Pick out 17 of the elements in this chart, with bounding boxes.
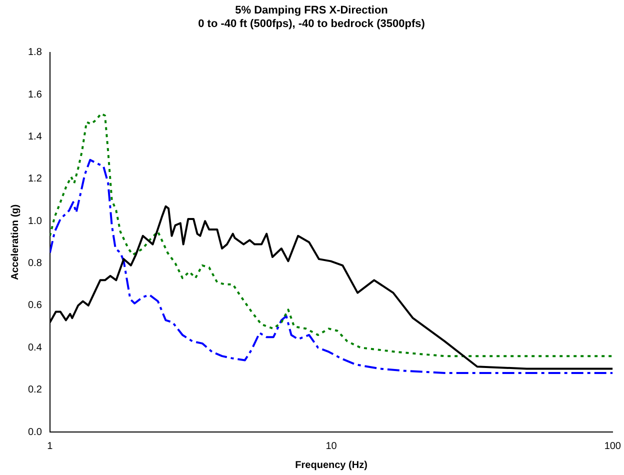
y-axis-title: Acceleration (g)	[10, 204, 21, 280]
x-tick-label: 100	[604, 440, 622, 452]
y-tick-label: 0.8	[28, 258, 42, 270]
y-tick-label: 0.2	[28, 384, 42, 396]
x-tick-label: 10	[326, 440, 338, 452]
y-tick-label: 0.6	[28, 300, 42, 312]
y-tick-label: 1.6	[28, 89, 42, 100]
y-tick-label: 1.0	[28, 216, 42, 227]
y-tick-label: 1.8	[28, 47, 42, 58]
x-axis-title: Frequency (Hz)	[295, 460, 368, 471]
x-tick-label: 1	[47, 440, 54, 452]
chart-title: 5% Damping FRS X-Direction	[235, 4, 388, 17]
y-tick-label: 1.2	[28, 174, 42, 185]
chart-subtitle: 0 to -40 ft (500fps), -40 to bedrock (3500pfs)	[198, 18, 426, 30]
y-tick-label: 0.0	[28, 426, 42, 438]
y-tick-label: 0.4	[28, 342, 42, 354]
y-tick-label: 1.4	[28, 132, 42, 143]
